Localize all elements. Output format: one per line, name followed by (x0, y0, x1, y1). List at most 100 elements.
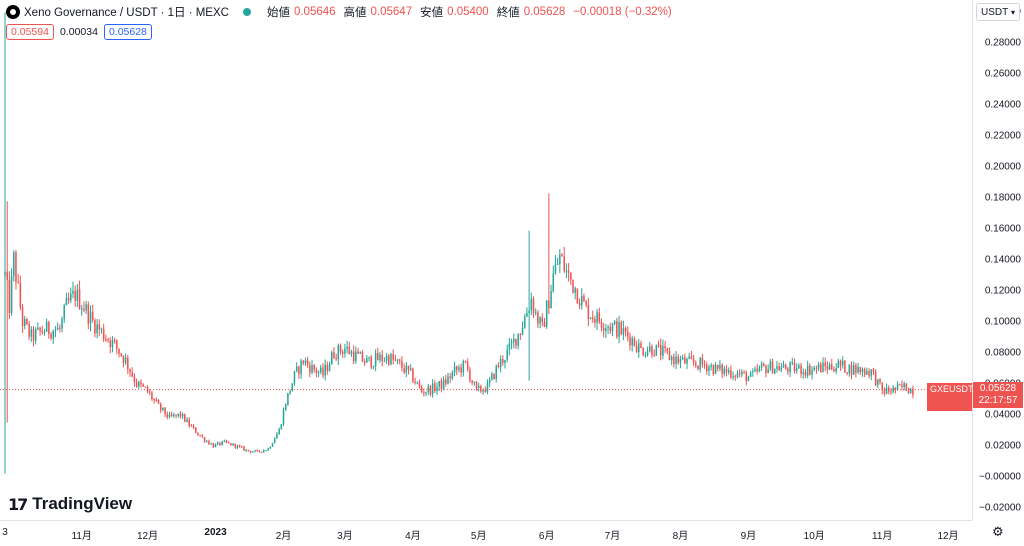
candle-body (208, 441, 210, 445)
candle-body (363, 361, 366, 363)
candle-body (609, 326, 612, 332)
candle-body (317, 372, 320, 374)
sell-price-button[interactable]: 0.05594 (6, 24, 54, 40)
candle-body (662, 345, 664, 356)
candle-body (493, 373, 495, 380)
candle-body (585, 301, 587, 305)
chart-plot-area[interactable] (0, 0, 972, 520)
candle-body (127, 357, 129, 370)
candle-body (738, 373, 741, 375)
candle-body (56, 327, 59, 331)
time-tick-label: 5月 (470, 531, 487, 542)
candle-body (306, 360, 309, 365)
candle-body (681, 357, 684, 360)
candle-body (679, 359, 682, 363)
symbol-tag-label: GXEUSDT (930, 383, 974, 394)
candle-body (852, 365, 855, 375)
candle-body (260, 451, 263, 453)
candle-body (116, 340, 118, 349)
candle-body (396, 359, 399, 361)
candle-body (30, 329, 33, 337)
candle-body (896, 384, 899, 390)
candle-body (151, 392, 153, 400)
tradingview-watermark[interactable]: 𝟭𝟳 TradingView (8, 494, 132, 514)
candle-body (734, 376, 737, 378)
candle-body (629, 336, 631, 346)
candle-body (458, 367, 460, 370)
close-label: 終値 (496, 7, 520, 19)
candle-body (677, 356, 680, 363)
candle-body (300, 360, 302, 375)
candle-body (357, 351, 359, 354)
candle-body (350, 351, 353, 355)
time-tick-label: 4月 (405, 531, 421, 542)
candle-body (388, 355, 390, 365)
candle-body (322, 367, 324, 376)
candle-body (403, 368, 405, 373)
candle-body (837, 360, 840, 368)
candle-body (710, 365, 712, 367)
gear-icon[interactable]: ⚙ (992, 524, 1004, 539)
candle-body (576, 288, 579, 304)
candle-body (313, 364, 315, 370)
candle-body (624, 328, 627, 332)
low-label: 安値 (420, 7, 444, 19)
candle-body (466, 361, 469, 370)
candle-body (144, 386, 147, 388)
candle-body (425, 392, 427, 394)
time-axis[interactable]: 3 11月 12月 2023 2月 3月 4月 5月 6月 7月 8月 9月 10月 11月 12月 (0, 520, 972, 546)
candle-body (813, 367, 815, 370)
candle-body (659, 345, 662, 356)
price-tick-label: −0.00000 (979, 471, 1021, 483)
price-tick-label: 0.22000 (984, 130, 1021, 142)
candle-body (905, 383, 908, 392)
candle-body (205, 441, 208, 443)
candle-body (445, 379, 447, 384)
candle-body (548, 300, 550, 309)
price-axis[interactable]: 0.300000.280000.260000.240000.220000.200… (972, 0, 1024, 520)
candle-body (45, 321, 48, 332)
candle-body (184, 414, 186, 422)
candle-body (8, 279, 11, 314)
buy-price-button[interactable]: 0.05628 (103, 24, 152, 40)
candle-body (791, 362, 794, 364)
time-tick-label: 9月 (740, 531, 757, 542)
price-tick-label: 0.08000 (984, 347, 1021, 359)
currency-dropdown[interactable]: USDT ▾ (976, 3, 1020, 21)
candle-body (574, 288, 576, 293)
candle-body (168, 414, 171, 418)
candle-body (484, 390, 487, 392)
candle-body (271, 443, 274, 447)
candle-body (258, 450, 261, 452)
candle-body (892, 387, 894, 393)
candle-body (907, 391, 910, 394)
candle-body (135, 382, 138, 387)
candle-body (648, 346, 651, 352)
candle-body (583, 295, 585, 302)
symbol-title[interactable]: Xeno Governance / USDT · 1日 · MEXC (24, 7, 229, 19)
candle-body (780, 367, 783, 371)
candle-body (820, 364, 822, 372)
candle-body (278, 429, 280, 435)
time-tick-label: 8月 (672, 531, 689, 542)
candle-body (857, 367, 859, 373)
candle-body (142, 384, 144, 387)
chevron-down-icon: ▾ (1010, 8, 1015, 17)
candle-body (295, 366, 298, 372)
price-tick-label: 0.16000 (984, 223, 1021, 235)
candle-body (63, 305, 65, 319)
candle-body (13, 252, 15, 276)
candlestick-chart[interactable] (0, 0, 972, 520)
candle-body (155, 400, 158, 402)
candle-body (78, 289, 81, 309)
candle-body (486, 382, 489, 392)
candle-body (442, 379, 445, 389)
candle-body (567, 270, 570, 273)
candle-body (879, 379, 881, 383)
candle-body (559, 254, 561, 264)
candle-body (438, 381, 440, 387)
candle-body (249, 450, 252, 453)
candle-body (855, 365, 857, 373)
candle-body (594, 319, 596, 323)
candle-body (412, 368, 414, 382)
